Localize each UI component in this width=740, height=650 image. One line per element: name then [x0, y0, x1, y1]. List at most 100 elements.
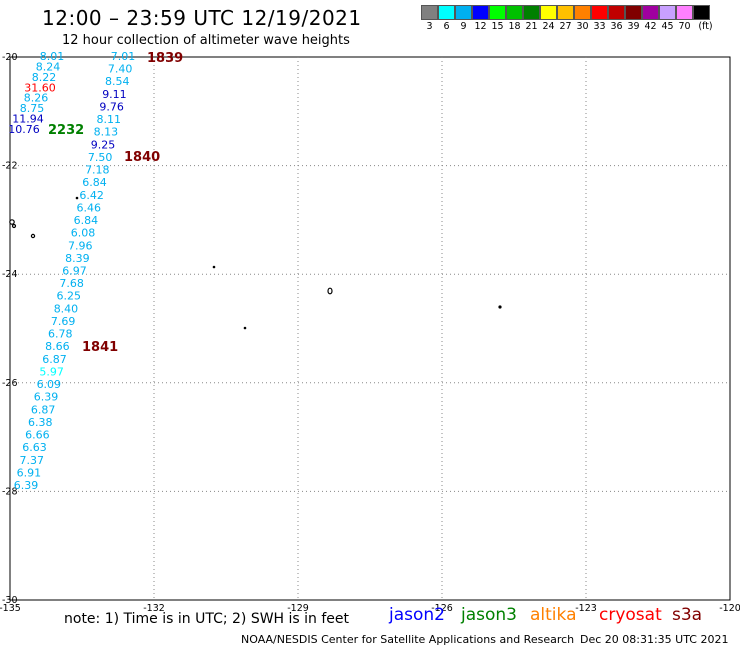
lat-tick-label: -26: [2, 378, 18, 389]
wave-height-value: 7.01: [111, 50, 136, 63]
wave-height-value: 8.24: [36, 60, 61, 73]
wave-height-value: 6.39: [14, 479, 39, 492]
lon-tick-label: -132: [143, 603, 165, 614]
wave-height-value: 6.46: [77, 201, 102, 214]
legend-label: 18: [508, 21, 521, 32]
wave-height-value: 6.78: [48, 328, 73, 341]
wave-height-value: 6.87: [31, 403, 56, 416]
lon-tick-label: -135: [0, 603, 21, 614]
wave-height-value: 7.37: [19, 454, 44, 467]
legend-swatch: [506, 5, 523, 20]
legend-swatch: [608, 5, 625, 20]
wave-height-value: 5.97: [39, 365, 64, 378]
wave-height-value: 8.40: [54, 302, 79, 315]
legend-swatch: [523, 5, 540, 20]
wave-height-value: 7.96: [68, 239, 93, 252]
lat-tick-label: -20: [2, 52, 18, 63]
legend-label: 3: [426, 21, 433, 32]
wave-height-value: 8.22: [32, 71, 57, 84]
legend-swatch: [421, 5, 438, 20]
wave-height-value: 8.26: [24, 92, 49, 105]
map-grid: [9, 56, 731, 601]
legend-swatch: [591, 5, 608, 20]
legend-swatch: [489, 5, 506, 20]
legend-label: 21: [525, 21, 538, 32]
wave-height-value: 8.13: [94, 126, 119, 139]
legend-label: 42: [644, 21, 657, 32]
lon-tick-label: -129: [287, 603, 309, 614]
legend-label: 30: [576, 21, 589, 32]
legend-label: 70: [678, 21, 691, 32]
axis-labels: -135 -132 -129 -126 -123 -120 -20 -22 -24 -26 -28 -…: [0, 52, 740, 614]
wave-height-value: 8.75: [20, 102, 45, 115]
wave-height-value: 6.63: [22, 441, 47, 454]
wave-height-value: 7.40: [108, 63, 133, 76]
wave-height-value: 8.11: [96, 113, 121, 126]
lat-tick-label: -28: [2, 486, 18, 497]
wave-height-value: 6.39: [34, 391, 59, 404]
island-marker: [75, 196, 79, 200]
footer-note: note: 1) Time is in UTC; 2) SWH is in fe…: [64, 611, 350, 627]
satellite-label: s3a: [672, 605, 703, 625]
legend-swatch: [455, 5, 472, 20]
legend-swatch: [574, 5, 591, 20]
pass-time-label: 2232: [48, 123, 84, 138]
legend-label: 24: [542, 21, 555, 32]
legend-swatch: [472, 5, 489, 20]
island-marker: [498, 305, 502, 309]
wave-height-value: 7.69: [51, 315, 76, 328]
legend-swatch: [693, 5, 710, 20]
page-title: 12:00 – 23:59 UTC 12/19/2021: [42, 6, 362, 30]
legend-swatch: [438, 5, 455, 20]
wave-height-value: 6.66: [25, 429, 50, 442]
legend-swatch: [540, 5, 557, 20]
map-frame: [9, 56, 731, 601]
pass-time-label: 1841: [82, 340, 118, 355]
legend-label: 36: [610, 21, 623, 32]
wave-height-value: 9.11: [102, 88, 127, 101]
wave-height-value: 9.76: [99, 100, 124, 113]
credit-text: NOAA/NESDIS Center for Satellite Applica…: [241, 633, 575, 646]
page-subtitle: 12 hour collection of altimeter wave hei…: [62, 33, 350, 48]
island-marker: [30, 233, 36, 239]
wave-height-value: 6.38: [28, 416, 53, 429]
wave-height-value: 6.97: [62, 265, 87, 278]
pass-time-label: 1840: [124, 150, 160, 165]
island-marker: [11, 223, 17, 229]
lat-tick-label: -24: [2, 269, 18, 280]
wave-height-value: 6.42: [79, 189, 104, 202]
wave-height-value: 10.76: [8, 123, 40, 136]
legend-label: 15: [491, 21, 504, 32]
legend-swatch: [676, 5, 693, 20]
wave-height-value: 6.09: [37, 378, 62, 391]
legend-swatch: [659, 5, 676, 20]
wave-height-value: 6.08: [71, 227, 96, 240]
satellite-label: jason3: [461, 605, 517, 625]
wave-height-value: 6.87: [42, 353, 67, 366]
wave-height-value: 6.91: [17, 466, 42, 479]
wave-height-value: 8.01: [40, 50, 65, 63]
wave-height-value: 31.60: [24, 81, 56, 94]
legend-label: 27: [559, 21, 572, 32]
lon-tick-label: -123: [575, 603, 597, 614]
wave-height-value: 9.25: [91, 138, 116, 151]
satellite-label: altika: [530, 605, 577, 625]
legend-swatch: [625, 5, 642, 20]
wave-height-value: 6.84: [82, 176, 107, 189]
legend-label: 33: [593, 21, 606, 32]
satellite-label: jason2: [389, 605, 445, 625]
color-legend: [421, 5, 710, 20]
wave-height-value: 6.25: [57, 290, 82, 303]
islands: [9, 196, 502, 330]
lon-tick-label: -120: [719, 603, 740, 614]
legend-label: 39: [627, 21, 640, 32]
wave-height-value: 7.50: [88, 151, 113, 164]
wave-height-value: 7.18: [85, 164, 110, 177]
island-marker: [212, 265, 216, 269]
legend-label: (ft): [698, 21, 713, 32]
timestamp: Dec 20 08:31:35 UTC 2021: [580, 633, 729, 646]
legend-label: 12: [474, 21, 487, 32]
legend-label: 45: [661, 21, 674, 32]
lon-tick-label: -126: [431, 603, 453, 614]
